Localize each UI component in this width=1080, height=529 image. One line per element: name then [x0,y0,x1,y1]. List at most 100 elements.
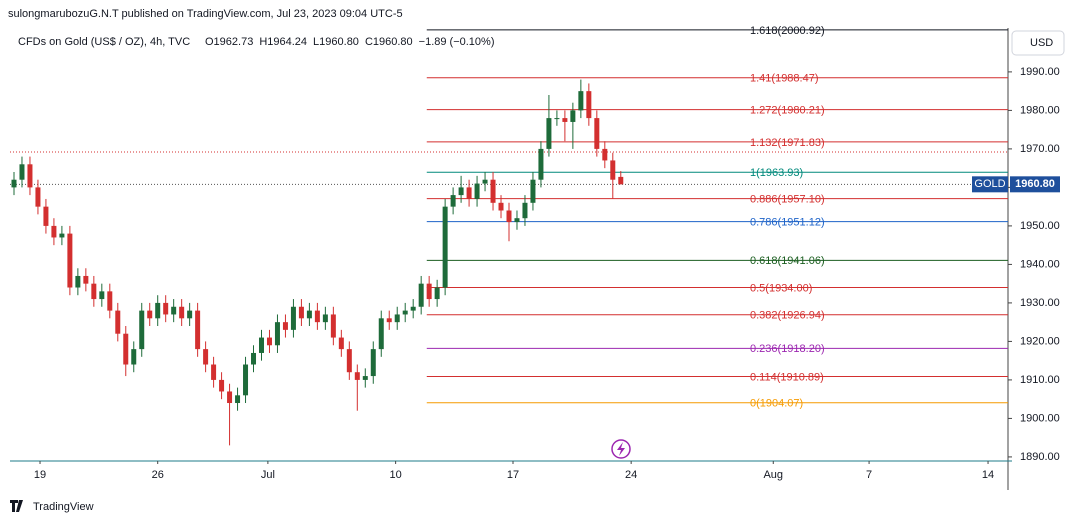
candle-body [546,118,552,149]
candle-body [179,306,185,319]
candle-body [75,275,81,288]
candle-body [370,349,376,377]
y-tick-label: 1930.00 [1020,297,1060,309]
x-tick-label: 17 [507,469,519,481]
publisher: sulongmarubozuG.N.T published on Trading… [8,8,403,20]
candle-body [354,372,360,380]
candle-body [147,310,153,319]
fib-label: 0.5(1934.00) [750,282,812,294]
candle-body [330,314,336,338]
fib-label: 0.114(1910.89) [750,371,824,383]
y-tick-label: 1950.00 [1020,220,1060,232]
fib-label: 0(1904.07) [750,398,803,410]
candle-body [314,310,320,323]
candle-body [11,179,17,188]
candle-body [123,333,129,365]
fib-label: 0.618(1941.06) [750,255,825,267]
candle-body [610,160,616,180]
candle-body [235,395,241,404]
fib-label: 0.382(1926.94) [750,310,825,322]
candle-body [266,337,272,346]
candle-body [59,233,65,238]
fib-label: 1.618(2000.92) [750,25,825,37]
x-tick-label: 24 [625,469,637,481]
candle-body [35,187,41,207]
currency[interactable]: USD [1030,37,1053,49]
last-price-box [1010,176,1060,193]
fib-label: 0.886(1957.10) [750,193,825,205]
brand-logo [10,500,23,512]
symbol: CFDs on Gold (US$ / OZ), 4h, TVC [18,36,190,48]
candle-body [51,225,57,238]
candle-body [482,179,488,184]
candle-body [251,352,257,365]
candle-body [27,164,33,188]
candle-body [203,349,209,365]
candle-body [107,291,113,311]
candle-body [594,118,600,149]
ohlc-value: C1960.80 [365,36,413,48]
x-tick-label: 26 [152,469,164,481]
candle-body [426,283,432,300]
x-tick-label: Aug [763,469,783,481]
candle-body [67,233,73,288]
candle-body [290,306,296,330]
candle-body [139,310,145,350]
candle-body [211,364,217,380]
candle-body [219,379,225,392]
candle-body [338,337,344,350]
candle-body [298,306,304,319]
candle-body [442,206,448,288]
candle-body [498,202,504,211]
ticker-box [972,176,1008,193]
ohlc-value: L1960.80 [313,36,359,48]
candle-body [306,310,312,319]
candle-body [522,202,528,219]
candle-body [131,349,137,365]
x-tick-label: Jul [261,469,275,481]
x-tick-label: 14 [982,469,994,481]
candle-body [91,283,97,300]
candle-body [282,322,288,330]
y-tick-label: 1910.00 [1020,374,1060,386]
y-tick-label: 1970.00 [1020,143,1060,155]
lightning [617,442,625,456]
candle-body [83,275,89,284]
candle-body [474,183,480,199]
brand: TradingView [33,501,94,513]
candle-body [362,376,368,380]
candle-body [538,148,544,180]
fib-label: 1.41(1988.47) [750,73,819,85]
currency-button[interactable] [1011,30,1065,56]
candle-body [530,179,536,203]
candle-body [410,306,416,311]
ohlc-value: H1964.24 [259,36,307,48]
candle-body [618,176,624,185]
candle-body [570,110,576,122]
y-tick-label: 1940.00 [1020,258,1060,270]
candle-body [450,195,456,207]
fib-label: 1.272(1980.21) [750,104,825,116]
candle-body [578,91,584,111]
x-tick-label: 7 [866,469,872,481]
candle-body [243,364,249,396]
ticker: GOLD [974,178,1005,190]
fib-label: 0.236(1918.20) [750,343,825,355]
candle-body [506,210,512,223]
candle-body [514,218,520,223]
candle-body [378,318,384,350]
y-tick-label: 1890.00 [1020,451,1060,463]
candle-body [402,310,408,315]
candle-body [458,187,464,196]
fib-label: 0.786(1951.12) [750,216,825,228]
candle-body [274,322,280,346]
y-tick-label: 1900.00 [1020,412,1060,424]
candle-body [418,283,424,307]
candle-body [171,306,177,315]
fib-label: 1(1963.93) [750,167,803,179]
candle-body [346,349,352,373]
candle-body [466,187,472,199]
ohlc-value: −1.89 (−0.10%) [419,36,495,48]
